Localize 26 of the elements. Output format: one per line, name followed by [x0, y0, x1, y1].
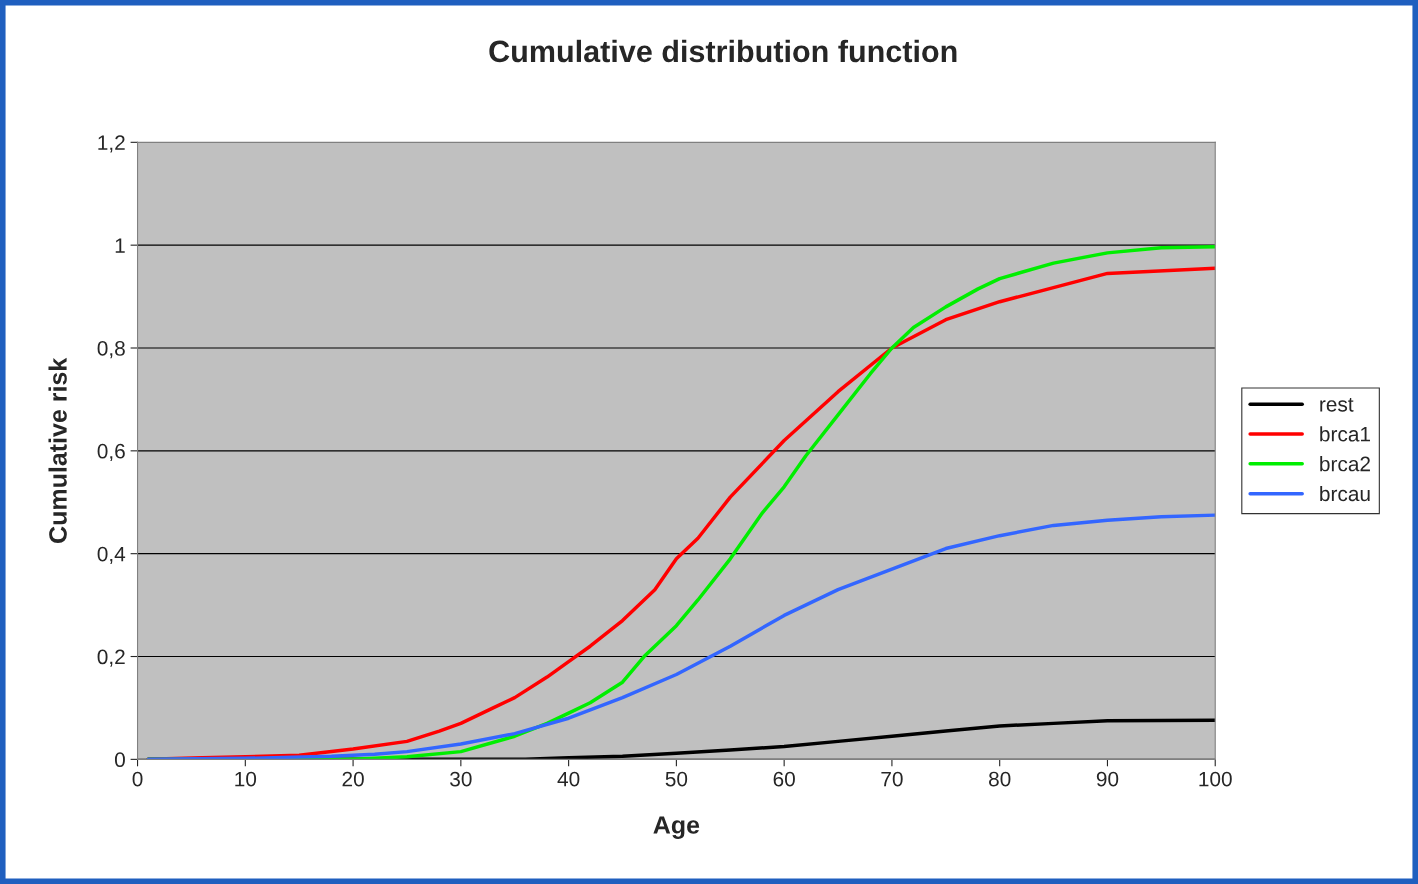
y-tick-label: 0,4 [97, 546, 126, 564]
line-series [146, 513, 1216, 760]
y-tick-label: 0,6 [97, 443, 125, 462]
x-tick-label: 60 [773, 771, 795, 787]
y-tick-label: 1 [115, 238, 125, 253]
legend-label: brca1 [1320, 426, 1370, 442]
x-tick-label: 20 [342, 771, 364, 787]
y-axis-title: Cumulative risk [48, 357, 67, 543]
legend-label: brcau [1320, 485, 1370, 502]
y-tick-label: 1,2 [98, 135, 125, 153]
x-tick-label: 70 [881, 771, 903, 787]
x-tick-label: 10 [235, 771, 257, 787]
x-tick-label: 50 [665, 771, 688, 787]
x-tick-label: 80 [989, 771, 1011, 787]
x-tick-label: 0 [132, 771, 143, 787]
x-tick-label: 30 [450, 771, 472, 787]
x-tick-label: 90 [1096, 771, 1119, 787]
x-tick-label: 100 [1199, 771, 1232, 787]
y-tick-label: 0,2 [97, 649, 125, 667]
y-tick-label: 0 [114, 752, 125, 768]
chart-title: Cumulative distribution function [489, 39, 957, 63]
y-tick-label: 0,8 [97, 341, 125, 359]
legend-label: rest [1320, 398, 1354, 412]
x-axis-title: Age [653, 816, 700, 839]
x-tick-label: 40 [557, 771, 580, 787]
legend-label: brca2 [1320, 456, 1370, 472]
